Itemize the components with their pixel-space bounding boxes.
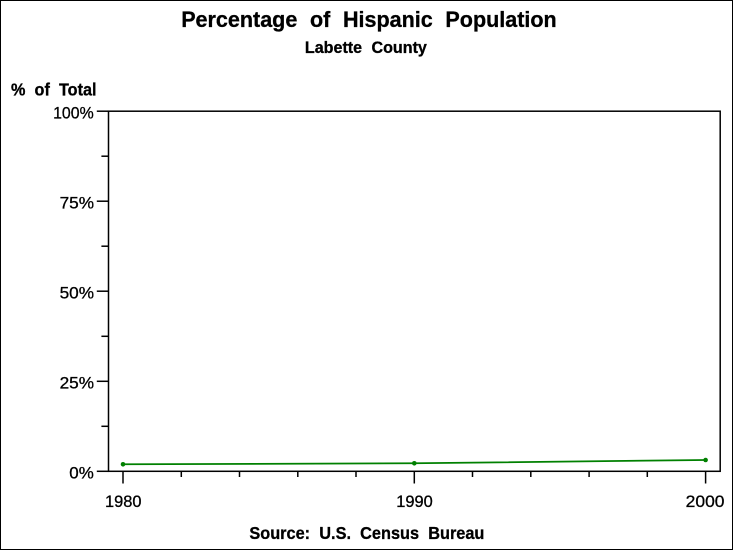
svg-text:50%: 50% [60, 284, 95, 303]
svg-text:25%: 25% [60, 374, 95, 393]
svg-text:Source: U.S. Census Bureau: Source: U.S. Census Bureau [249, 523, 484, 543]
svg-text:100%: 100% [53, 104, 94, 123]
svg-text:1990: 1990 [396, 492, 433, 511]
svg-text:Labette County: Labette County [305, 39, 428, 57]
svg-text:2000: 2000 [686, 492, 725, 511]
svg-text:% of Total: % of Total [11, 80, 97, 100]
svg-text:0%: 0% [69, 464, 94, 483]
svg-text:Percentage of Hispanic Populat: Percentage of Hispanic Population [181, 7, 557, 32]
svg-text:75%: 75% [60, 194, 95, 213]
svg-text:1980: 1980 [105, 492, 142, 511]
